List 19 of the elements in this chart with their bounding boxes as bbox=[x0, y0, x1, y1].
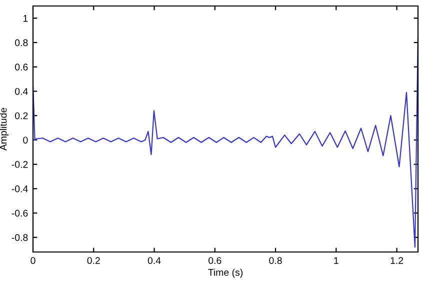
y-tick-label: 0.2 bbox=[15, 112, 28, 120]
y-tick-label: 0.8 bbox=[15, 39, 28, 46]
y-tick-label: 0 bbox=[23, 136, 28, 144]
x-tick-label: 0.6 bbox=[208, 257, 222, 264]
x-tick-label: 0.8 bbox=[269, 257, 282, 264]
y-axis-title: Amplitude bbox=[0, 108, 9, 151]
y-tick-label: 0.6 bbox=[15, 64, 28, 71]
x-tick-label: 0.4 bbox=[148, 257, 161, 264]
x-tick-label: 1.2 bbox=[390, 257, 404, 264]
y-tick-label: 1 bbox=[23, 15, 28, 22]
y-tick-label: -0.6 bbox=[12, 210, 28, 217]
y-tick-label: 0.4 bbox=[15, 88, 28, 95]
x-tick-label: 0.2 bbox=[87, 257, 100, 264]
y-tick-label: -0.2 bbox=[12, 161, 28, 168]
y-tick-label: -0.8 bbox=[12, 234, 28, 242]
y-tick-label: -0.4 bbox=[12, 185, 28, 192]
x-tick-label: 0 bbox=[30, 257, 36, 264]
x-axis-title: Time (s) bbox=[208, 268, 243, 278]
x-tick-label: 1 bbox=[334, 257, 338, 264]
